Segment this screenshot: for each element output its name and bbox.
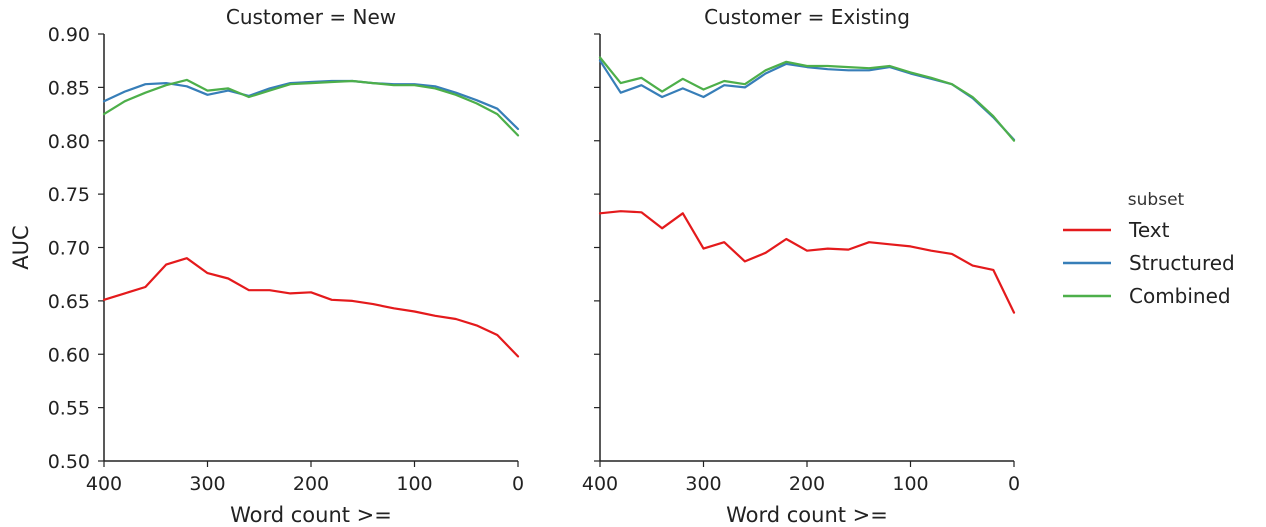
x-tick-label: 200 [293,473,329,495]
series-line-combined [102,78,520,137]
y-tick-label: 0.60 [48,344,90,366]
y-tick-label: 0.70 [48,238,90,260]
legend-label-structured: Structured [1129,251,1235,275]
facet-title: Customer = New [226,5,396,29]
y-tick-label: 0.50 [48,451,90,473]
x-tick-label: 300 [685,473,721,495]
legend-label-text: Text [1128,218,1170,242]
series-line-combined [598,56,1016,142]
x-tick-label: 0 [1008,473,1020,495]
x-tick-label: 400 [582,473,618,495]
x-tick-label: 400 [86,473,122,495]
y-axis-title: AUC [9,225,33,269]
y-tick-label: 0.85 [48,77,90,99]
x-tick-label: 0 [512,473,524,495]
legend-label-combined: Combined [1129,284,1231,308]
series-line-structured [598,59,1016,141]
y-tick-label: 0.55 [48,398,90,420]
series-line-structured [102,79,520,131]
y-tick-label: 0.75 [48,184,90,206]
x-axis-title: Word count >= [230,503,392,527]
y-tick-label: 0.65 [48,291,90,313]
series-line-text [102,257,520,358]
series-line-text [598,210,1016,314]
facet-title: Customer = Existing [704,5,910,29]
x-tick-label: 100 [892,473,928,495]
x-tick-label: 200 [789,473,825,495]
y-tick-label: 0.80 [48,131,90,153]
x-axis-title: Word count >= [726,503,888,527]
x-tick-label: 100 [396,473,432,495]
x-tick-label: 300 [189,473,225,495]
y-tick-label: 0.90 [48,24,90,46]
legend-title: subset [1128,190,1185,210]
